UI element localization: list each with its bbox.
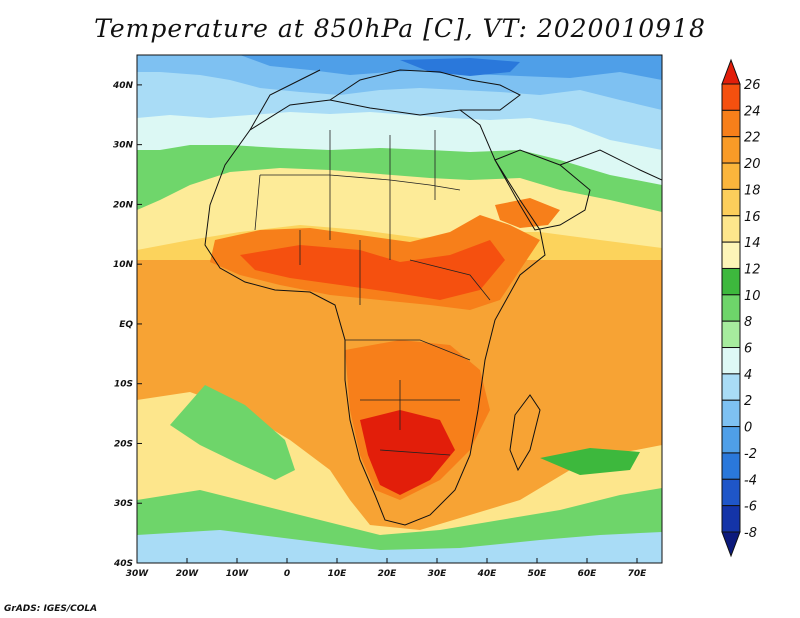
colorbar-swatch: [721, 215, 741, 243]
lat-tick-label: 10N: [113, 260, 134, 270]
colorbar-level-label: 26: [744, 78, 761, 93]
colorbar-swatch: [721, 347, 741, 375]
colorbar-swatch: [721, 294, 741, 322]
south-atlantic-cool-patch: [170, 385, 295, 480]
colorbar-swatch: [721, 320, 741, 349]
colorbar-level-label: 14: [744, 236, 761, 251]
colorbar-swatch: [721, 267, 741, 296]
colorbar-level-label: 12: [744, 262, 761, 277]
map-title: Temperature at 850hPa [C], VT: 202001091…: [94, 14, 706, 43]
southern-band-4-8: [137, 530, 662, 563]
south-asia-coastline: [559, 149, 662, 181]
longitude-axis: 30W 20W 10W 0 10E 20E 30E 40E 50E 60E 70E: [126, 558, 647, 579]
lat-tick-label: 40N: [112, 81, 134, 91]
colorbar-swatch: [721, 373, 741, 401]
map-frame: [136, 54, 663, 564]
lon-tick-label: 70E: [628, 569, 648, 579]
lon-tick-label: 10E: [328, 569, 348, 579]
colorbar-level-label: 18: [744, 183, 761, 198]
lon-tick-label: 30W: [126, 569, 150, 579]
southern-africa-hot-core: [360, 410, 455, 495]
lon-tick-label: 60E: [578, 569, 598, 579]
colorbar-swatch: [721, 452, 741, 480]
lat-tick-label: EQ: [119, 320, 133, 330]
lon-tick-label: 20W: [176, 569, 200, 579]
colorbar-level-label: -2: [744, 447, 757, 462]
colorbar-level-label: 20: [744, 157, 761, 172]
lat-tick-label: 40S: [113, 559, 133, 569]
colorbar-level-label: 4: [744, 368, 752, 383]
colorbar-swatch: [721, 109, 741, 138]
mediterranean-coastlines: [249, 69, 521, 131]
colorbar-level-label: 6: [744, 342, 752, 357]
lon-tick-label: 40E: [477, 569, 498, 579]
lon-tick-label: 10W: [226, 569, 250, 579]
colorbar-level-label: -4: [744, 473, 757, 488]
lon-tick-label: 50E: [528, 569, 548, 579]
madagascar-coastline: [509, 394, 541, 472]
colorbar-level-label: 22: [744, 131, 761, 146]
colorbar-min-triangle: [721, 531, 741, 558]
colorbar-level-label: 10: [744, 289, 761, 304]
lat-tick-label: 20N: [113, 200, 134, 210]
arabia-warm-region: [495, 198, 560, 228]
sahel-hot-core: [240, 240, 505, 300]
colorbar-level-label: 24: [744, 104, 761, 119]
temperature-field: [137, 55, 662, 563]
colorbar-max-triangle: [721, 58, 741, 85]
lon-tick-label: 30E: [428, 569, 448, 579]
lat-tick-label: 10S: [114, 380, 133, 390]
arabia-coastline: [494, 149, 591, 231]
country-borders: [254, 130, 491, 456]
colorbar-swatch: [721, 505, 741, 533]
colorbar-swatch: [721, 478, 741, 507]
colorbar-swatch: [721, 188, 741, 217]
lat-tick-label: 30N: [113, 141, 134, 151]
colorbar-swatch: [721, 83, 741, 111]
lat-tick-label: 30S: [114, 499, 133, 509]
colorbar-swatch: [721, 399, 741, 428]
colorbar-level-label: -6: [744, 500, 757, 515]
lon-tick-label: 0: [284, 569, 290, 579]
latitude-axis: 40N 30N 20N 10N EQ 10S 20S 30S 40S: [112, 81, 142, 569]
colorbar-swatch: [721, 136, 741, 164]
indian-ocean-cool-patch: [540, 448, 640, 475]
lon-tick-label: 20E: [378, 569, 398, 579]
colorbar-swatch: [721, 426, 741, 454]
colorbar-level-label: 8: [744, 315, 752, 330]
colorbar-swatch: [721, 241, 741, 269]
colorbar-swatch: [721, 162, 741, 190]
colorbar-level-label: 16: [744, 210, 761, 225]
lat-tick-label: 20S: [114, 439, 133, 449]
grads-credit: GrADS: IGES/COLA: [4, 604, 98, 614]
colorbar-level-label: 2: [744, 394, 752, 409]
africa-coastline: [204, 99, 546, 526]
colorbar-level-label: 0: [744, 421, 752, 436]
colorbar-level-label: -8: [744, 526, 757, 541]
